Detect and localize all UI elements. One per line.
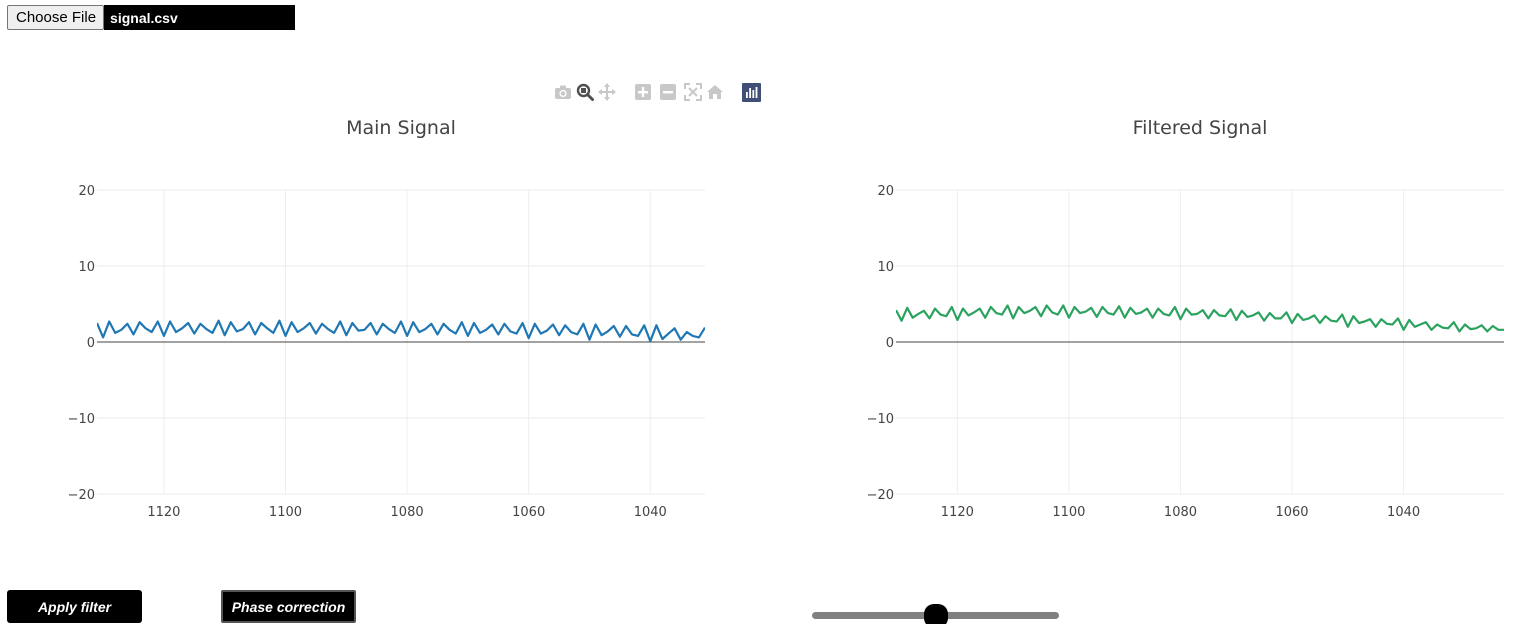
y-tick-label: 20 xyxy=(78,184,95,199)
y-tick-label: 20 xyxy=(877,184,894,199)
x-tick-label: 1080 xyxy=(391,505,424,520)
chart-title: Filtered Signal xyxy=(1133,117,1268,139)
y-tick-label: −10 xyxy=(867,412,894,427)
signal-line xyxy=(97,319,705,343)
chart-title: Main Signal xyxy=(346,117,456,139)
filtered-signal-chart[interactable]: Filtered Signal 20 10 0 −10 −20 1120 1100 1080 10… xyxy=(0,108,1534,528)
y-tick-label: 10 xyxy=(877,260,894,275)
slider-thumb[interactable] xyxy=(924,604,948,624)
x-tick-label: 1060 xyxy=(512,505,545,520)
x-tick-label: 1120 xyxy=(147,505,180,520)
reset-axes-icon[interactable] xyxy=(704,82,726,102)
autoscale-icon[interactable] xyxy=(682,82,704,102)
x-tick-label: 1120 xyxy=(941,505,974,520)
x-tick-label: 1100 xyxy=(1052,505,1085,520)
x-tick-label: 1060 xyxy=(1275,505,1308,520)
plotly-logo-icon[interactable] xyxy=(740,82,762,102)
x-tick-label: 1100 xyxy=(269,505,302,520)
y-tick-label: −20 xyxy=(867,488,894,503)
y-tick-label: 0 xyxy=(886,336,894,351)
selected-file-name: signal.csv xyxy=(104,5,296,30)
choose-file-button[interactable]: Choose File xyxy=(7,5,105,30)
y-tick-label: −20 xyxy=(68,488,95,503)
x-tick-label: 1040 xyxy=(634,505,667,520)
phase-correction-button[interactable]: Phase correction xyxy=(221,590,356,623)
y-tick-label: −10 xyxy=(68,412,95,427)
signal-line xyxy=(896,304,1504,333)
apply-filter-button[interactable]: Apply filter xyxy=(7,590,142,623)
modebar-spacer xyxy=(618,82,632,102)
chart-modebar xyxy=(552,82,762,102)
modebar-spacer xyxy=(726,82,740,102)
x-tick-label: 1040 xyxy=(1387,505,1420,520)
main-signal-chart[interactable]: Main Signal 20 10 0 −10 −20 1120 1100 1080 1060 10… xyxy=(0,108,800,528)
x-tick-label: 1080 xyxy=(1164,505,1197,520)
file-input[interactable]: Choose File signal.csv xyxy=(7,5,296,30)
pan-icon[interactable] xyxy=(596,82,618,102)
zoom-in-icon[interactable] xyxy=(632,82,654,102)
y-tick-label: 0 xyxy=(87,336,95,351)
camera-icon[interactable] xyxy=(552,82,574,102)
zoom-out-icon[interactable] xyxy=(654,82,682,102)
y-tick-label: 10 xyxy=(78,260,95,275)
zoom-icon[interactable] xyxy=(574,82,596,102)
